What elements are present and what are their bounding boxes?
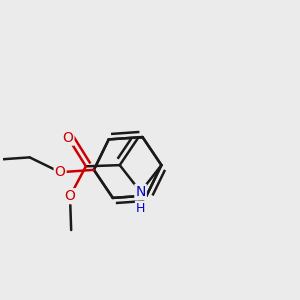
Text: O: O [55, 165, 65, 179]
Text: O: O [62, 130, 74, 145]
Text: H: H [136, 202, 145, 214]
Text: O: O [64, 189, 75, 203]
Text: N: N [135, 185, 146, 199]
